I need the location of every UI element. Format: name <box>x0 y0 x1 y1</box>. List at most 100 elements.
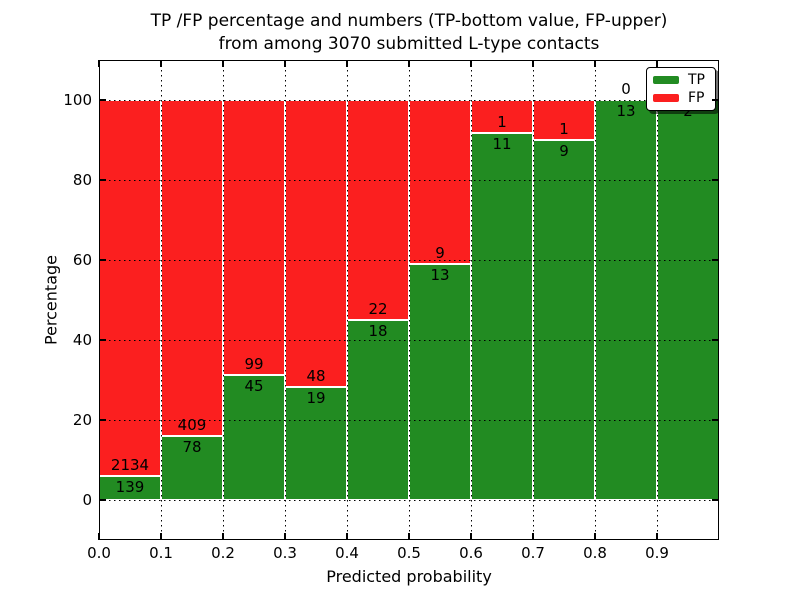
x-tick-label: 0.4 <box>335 544 359 562</box>
y-tick-mark <box>99 419 106 421</box>
y-tick-label: 100 <box>63 91 92 109</box>
plot-area: TP FP 2134 139 409 78 99 45 48 19 22 18 9 13 1 11 1 9 0 1… <box>98 60 719 540</box>
bar-segment-tp <box>409 263 471 500</box>
legend-label-fp: FP <box>688 89 705 106</box>
x-tick-mark-top <box>284 60 286 67</box>
chart-title: TP /FP percentage and numbers (TP-bottom… <box>99 10 719 56</box>
gridline-horizontal <box>99 419 719 421</box>
fp-count-label: 9 <box>435 243 445 262</box>
tp-count-label: 18 <box>368 322 388 340</box>
tp-count-label: 2 <box>683 102 693 120</box>
y-tick-mark <box>99 499 106 501</box>
fp-count-label: 48 <box>306 366 326 385</box>
bar-segment-tp <box>223 375 285 500</box>
legend-item-fp: FP <box>653 91 709 105</box>
gridline-vertical <box>408 60 410 540</box>
y-tick-mark <box>99 179 106 181</box>
bar-segment-fp <box>161 100 223 436</box>
gridline-vertical <box>346 60 348 540</box>
gridline-horizontal <box>99 499 719 501</box>
x-tick-mark-top <box>594 60 596 67</box>
y-tick-mark-right <box>712 339 719 341</box>
fp-swatch-icon <box>653 93 679 102</box>
bar-segment-tp <box>471 133 533 500</box>
gridline-horizontal <box>99 259 719 261</box>
gridline-vertical <box>594 60 596 540</box>
fp-count-label: 99 <box>244 355 264 373</box>
y-tick-mark <box>99 99 106 101</box>
fp-count-label: 2134 <box>110 455 150 474</box>
y-tick-label: 20 <box>72 411 92 429</box>
y-tick-mark <box>99 339 106 341</box>
bar-segment-tp <box>533 140 595 500</box>
y-tick-label: 0 <box>82 491 92 509</box>
y-tick-mark <box>99 259 106 261</box>
x-tick-mark <box>470 533 472 540</box>
y-tick-label: 60 <box>72 251 92 269</box>
fp-count-label: 1 <box>497 113 507 132</box>
x-tick-label: 0.0 <box>87 544 111 562</box>
fp-count-label: 409 <box>177 415 207 434</box>
x-tick-mark-top <box>346 60 348 67</box>
tp-count-label: 78 <box>182 437 202 456</box>
legend: TP FP <box>646 67 716 111</box>
x-tick-label: 0.5 <box>397 544 421 562</box>
x-tick-mark-top <box>408 60 410 67</box>
fp-count-label: 1 <box>559 120 569 138</box>
bar-segment-fp <box>223 100 285 375</box>
x-tick-label: 0.8 <box>583 544 607 562</box>
x-tick-mark <box>408 533 410 540</box>
bar-segment-fp <box>285 100 347 387</box>
gridline-vertical <box>222 60 224 540</box>
x-tick-mark-top <box>98 60 100 67</box>
x-tick-label: 0.3 <box>273 544 297 562</box>
gridline-horizontal <box>99 339 719 341</box>
bar-segment-fp <box>347 100 409 320</box>
gridline-vertical <box>532 60 534 540</box>
bar-segment-tp <box>657 100 719 500</box>
x-tick-mark-top <box>160 60 162 67</box>
bar-segment-fp <box>533 100 595 140</box>
tp-count-label: 45 <box>244 377 264 395</box>
x-tick-mark <box>98 533 100 540</box>
x-tick-label: 0.9 <box>645 544 669 562</box>
fp-count-label: 22 <box>368 300 388 318</box>
x-tick-mark-top <box>222 60 224 67</box>
bar-segment-fp <box>471 100 533 134</box>
y-tick-label: 80 <box>72 171 92 189</box>
chart-title-line2: from among 3070 submitted L-type contact… <box>218 34 600 54</box>
tp-count-label: 19 <box>306 388 326 407</box>
fp-count-label: 0 <box>621 80 631 98</box>
tp-count-label: 11 <box>492 135 512 154</box>
x-tick-label: 0.2 <box>211 544 235 562</box>
x-tick-label: 0.6 <box>459 544 483 562</box>
y-tick-label: 40 <box>72 331 92 349</box>
y-tick-mark-right <box>712 259 719 261</box>
x-tick-mark-top <box>470 60 472 67</box>
bar-segment-fp <box>409 100 471 264</box>
gridline-horizontal <box>99 179 719 181</box>
gridline-vertical <box>284 60 286 540</box>
bar-segment-tp <box>347 320 409 500</box>
tp-count-label: 13 <box>430 265 450 284</box>
x-tick-label: 0.1 <box>149 544 173 562</box>
tp-count-label: 9 <box>559 142 569 160</box>
tp-count-label: 13 <box>616 102 636 120</box>
gridline-vertical <box>656 60 658 540</box>
tp-count-label: 139 <box>115 477 145 496</box>
gridline-horizontal <box>99 99 719 101</box>
bar-segment-tp <box>595 100 657 500</box>
x-tick-mark <box>222 533 224 540</box>
legend-label-tp: TP <box>688 72 705 89</box>
x-tick-mark-top <box>656 60 658 67</box>
gridline-vertical <box>470 60 472 540</box>
x-tick-mark-top <box>532 60 534 67</box>
y-tick-mark-right <box>712 99 719 101</box>
gridline-vertical <box>160 60 162 540</box>
x-tick-mark <box>346 533 348 540</box>
x-axis-label: Predicted probability <box>326 567 492 586</box>
x-tick-mark <box>532 533 534 540</box>
x-tick-mark <box>656 533 658 540</box>
y-tick-mark-right <box>712 179 719 181</box>
